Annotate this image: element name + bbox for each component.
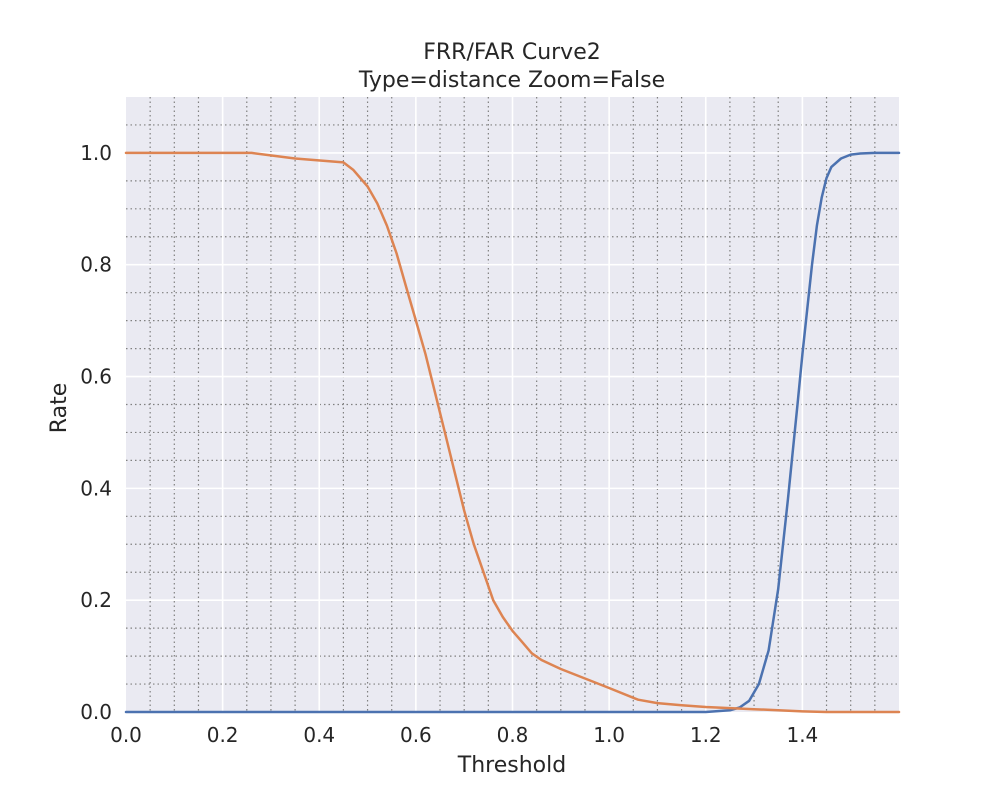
chart-subtitle: Type=distance Zoom=False bbox=[358, 68, 665, 93]
y-tick-labels: 0.0 0.2 0.4 0.6 0.8 1.0 bbox=[80, 141, 112, 724]
x-tick-label: 1.2 bbox=[690, 723, 722, 747]
y-tick-label: 0.0 bbox=[80, 700, 112, 724]
y-tick-label: 0.4 bbox=[80, 476, 112, 500]
x-tick-labels: 0.0 0.2 0.4 0.6 0.8 1.0 1.2 1.4 bbox=[110, 723, 818, 747]
x-tick-label: 0.0 bbox=[110, 723, 142, 747]
x-tick-label: 1.4 bbox=[786, 723, 818, 747]
x-tick-label: 0.6 bbox=[400, 723, 432, 747]
y-axis-label: Rate bbox=[47, 383, 72, 433]
y-tick-label: 1.0 bbox=[80, 141, 112, 165]
y-tick-label: 0.2 bbox=[80, 588, 112, 612]
y-tick-label: 0.6 bbox=[80, 365, 112, 389]
x-axis-label: Threshold bbox=[457, 753, 566, 778]
x-tick-label: 1.0 bbox=[593, 723, 625, 747]
x-tick-label: 0.8 bbox=[497, 723, 529, 747]
minor-grid bbox=[126, 97, 899, 712]
series-layer bbox=[124, 151, 901, 714]
y-tick-label: 0.8 bbox=[80, 253, 112, 277]
series-line-2 bbox=[124, 151, 901, 714]
chart-title: FRR/FAR Curve2 bbox=[423, 40, 601, 65]
x-tick-label: 0.2 bbox=[207, 723, 239, 747]
x-tick-label: 0.4 bbox=[303, 723, 335, 747]
major-grid bbox=[126, 97, 899, 712]
